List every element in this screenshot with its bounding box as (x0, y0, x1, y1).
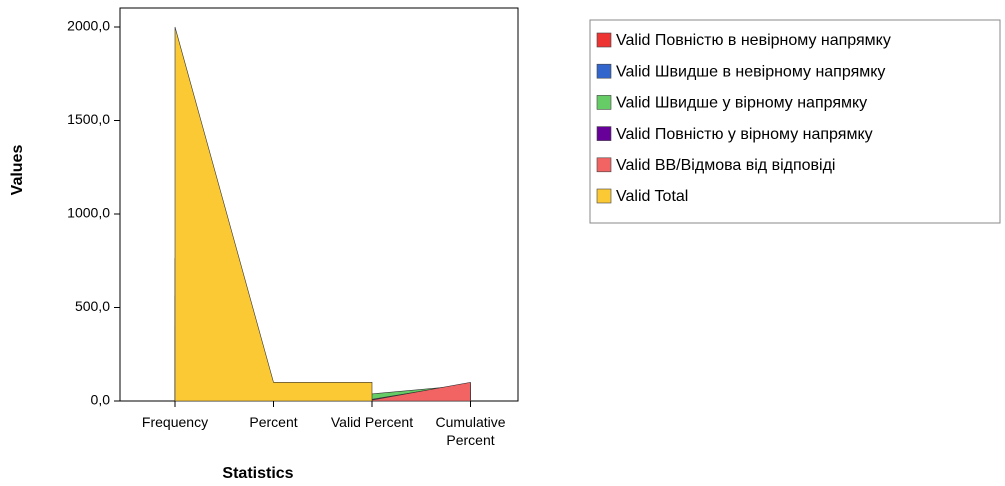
x-tick-label: Frequency (141, 414, 209, 430)
legend-label: Valid Total (616, 188, 688, 205)
y-tick-label: 0,0 (91, 392, 111, 408)
legend-label: Valid Швидше у вірному напрямку (616, 95, 867, 112)
legend-box (589, 19, 1001, 224)
legend-swatch (596, 63, 612, 79)
legend-label: Valid Повністю в невірному напрямку (616, 32, 891, 49)
y-tick-label: 2000,0 (67, 18, 110, 34)
x-tick-label: Cumulative Percent (435, 414, 506, 448)
x-axis-title: Statistics (222, 465, 293, 482)
legend-swatch (596, 126, 612, 141)
y-tick-label: 500,0 (75, 298, 110, 314)
legend-swatch (596, 95, 612, 110)
legend-swatch (596, 157, 612, 173)
legend-label: Valid ВВ/Відмова від відповіді (616, 157, 835, 174)
x-tick-label: Percent (249, 414, 298, 430)
legend-swatch (596, 32, 612, 48)
x-tick-label: Valid Percent (330, 414, 414, 430)
y-tick-label: 1000,0 (67, 205, 110, 221)
legend-label: Valid Швидше в невірному напрямку (616, 63, 885, 80)
legend-swatch (596, 188, 612, 204)
legend-label: Valid Повністю у вірному напрямку (616, 126, 873, 143)
y-axis-title: Values (9, 145, 26, 196)
area (174, 26, 373, 402)
y-tick-label: 1500,0 (67, 111, 110, 127)
